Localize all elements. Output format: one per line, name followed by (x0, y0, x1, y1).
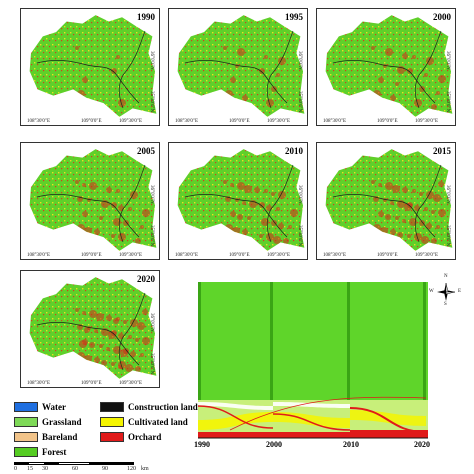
legend-swatch-water (14, 402, 38, 412)
map-year-label: 1995 (285, 12, 303, 22)
legend-swatch-forest (14, 447, 38, 457)
land-use-map-2000 (325, 15, 453, 117)
map-lat-label-south: 35°30'0"N (149, 225, 154, 247)
scale-tick-90: 90 (102, 466, 108, 472)
map-lat-label-north: 36°0'0"N (297, 51, 302, 70)
legend-label-construction: Construction land (128, 402, 198, 412)
scale-tick-15: 15 (27, 466, 33, 472)
map-lat-label-south: 35°30'0"N (149, 91, 154, 113)
map-lon-label: 109°30'0"E (119, 381, 142, 386)
map-lon-label: 109°0'0"E (81, 119, 102, 124)
map-year-label: 2000 (433, 12, 451, 22)
land-use-map-2020 (29, 277, 157, 379)
scale-tick-30: 30 (42, 466, 48, 472)
land-use-map-2010 (177, 149, 305, 251)
map-lon-label: 108°30'0"E (323, 253, 346, 258)
map-lat-label-north: 36°0'0"N (149, 313, 154, 332)
map-lon-label: 109°0'0"E (229, 253, 250, 258)
legend-label-grassland: Grassland (42, 417, 82, 427)
compass-w: W (429, 289, 434, 294)
map-lon-label: 109°30'0"E (415, 119, 438, 124)
scale-bar: 0 15 30 60 90 120 km (14, 462, 184, 474)
land-use-map-1990 (29, 15, 157, 117)
map-lat-label-south: 35°30'0"N (297, 225, 302, 247)
compass-rose-icon: N S W E (429, 274, 462, 307)
compass-e: E (458, 289, 462, 294)
map-year-label: 2020 (137, 274, 155, 284)
map-lon-label: 108°30'0"E (175, 253, 198, 258)
map-year-label: 2010 (285, 146, 303, 156)
map-panel-1990: 1990 36°0'0"N 35°30'0"N 108°30'0"E 109°0'0"E… (20, 8, 160, 126)
map-year-label: 2005 (137, 146, 155, 156)
sankey-year-2000: 2000 (266, 440, 282, 449)
map-lat-label-south: 35°30'0"N (149, 353, 154, 375)
map-panel-2005: 2005 36°0'0"N 35°30'0"N 108°30'0"E 109°0'0"E… (20, 142, 160, 260)
map-lon-label: 109°0'0"E (377, 119, 398, 124)
sankey-year-1990: 1990 (194, 440, 210, 449)
map-lon-label: 109°30'0"E (267, 253, 290, 258)
map-lon-label: 109°30'0"E (415, 253, 438, 258)
map-year-label: 1990 (137, 12, 155, 22)
map-lon-label: 108°30'0"E (27, 381, 50, 386)
map-lon-label: 108°30'0"E (323, 119, 346, 124)
map-lon-label: 109°30'0"E (119, 119, 142, 124)
land-use-map-2015 (325, 149, 453, 251)
legend-label-forest: Forest (42, 447, 67, 457)
scale-tick-60: 60 (72, 466, 78, 472)
sankey-year-2010: 2010 (343, 440, 359, 449)
map-lat-label-north: 36°0'0"N (445, 51, 450, 70)
legend-label-water: Water (42, 402, 66, 412)
compass-s: S (444, 302, 447, 307)
map-lon-label: 109°0'0"E (377, 253, 398, 258)
map-lon-label: 109°30'0"E (119, 253, 142, 258)
map-lat-label-south: 35°30'0"N (445, 225, 450, 247)
map-panel-2000: 2000 36°0'0"N 35°30'0"N 108°30'0"E 109°0'0"E… (316, 8, 456, 126)
map-lon-label: 108°30'0"E (175, 119, 198, 124)
map-panel-2010: 2010 36°0'0"N 35°30'0"N 108°30'0"E 109°0'0"E… (168, 142, 308, 260)
compass-n: N (444, 274, 448, 279)
land-use-map-1995 (177, 15, 305, 117)
map-lat-label-north: 36°0'0"N (149, 185, 154, 204)
sankey-year-2020: 2020 (414, 440, 430, 449)
map-lat-label-north: 36°0'0"N (445, 185, 450, 204)
map-panel-2015: 2015 36°0'0"N 35°30'0"N 108°30'0"E 109°0'0"E… (316, 142, 456, 260)
map-lat-label-south: 35°30'0"N (297, 91, 302, 113)
map-lon-label: 109°30'0"E (267, 119, 290, 124)
map-lat-label-north: 36°0'0"N (149, 51, 154, 70)
map-year-label: 2015 (433, 146, 451, 156)
legend-swatch-bareland (14, 432, 38, 442)
legend-label-cultivated: Cultivated land (128, 417, 188, 427)
land-use-map-2005 (29, 149, 157, 251)
map-lat-label-south: 35°30'0"N (445, 91, 450, 113)
map-lon-label: 109°0'0"E (81, 381, 102, 386)
map-panel-1995: 1995 36°0'0"N 35°30'0"N 108°30'0"E 109°0'0"E… (168, 8, 308, 126)
scale-tick-120: 120 (127, 466, 136, 472)
map-lat-label-north: 36°0'0"N (297, 185, 302, 204)
map-panel-2020: 2020 36°0'0"N 35°30'0"N 108°30'0"E 109°0'0"E… (20, 270, 160, 388)
map-lon-label: 108°30'0"E (27, 253, 50, 258)
legend-label-bareland: Bareland (42, 432, 78, 442)
map-lon-label: 108°30'0"E (27, 119, 50, 124)
legend-swatch-cultivated (100, 417, 124, 427)
legend-label-orchard: Orchard (128, 432, 162, 442)
scale-tick-0: 0 (14, 466, 17, 472)
legend-swatch-grassland (14, 417, 38, 427)
map-lon-label: 109°0'0"E (229, 119, 250, 124)
legend-swatch-orchard (100, 432, 124, 442)
legend-swatch-construction (100, 402, 124, 412)
scale-unit: km (141, 466, 149, 472)
map-lon-label: 109°0'0"E (81, 253, 102, 258)
sankey-diagram: 1990 2000 2010 2020 (190, 280, 435, 450)
